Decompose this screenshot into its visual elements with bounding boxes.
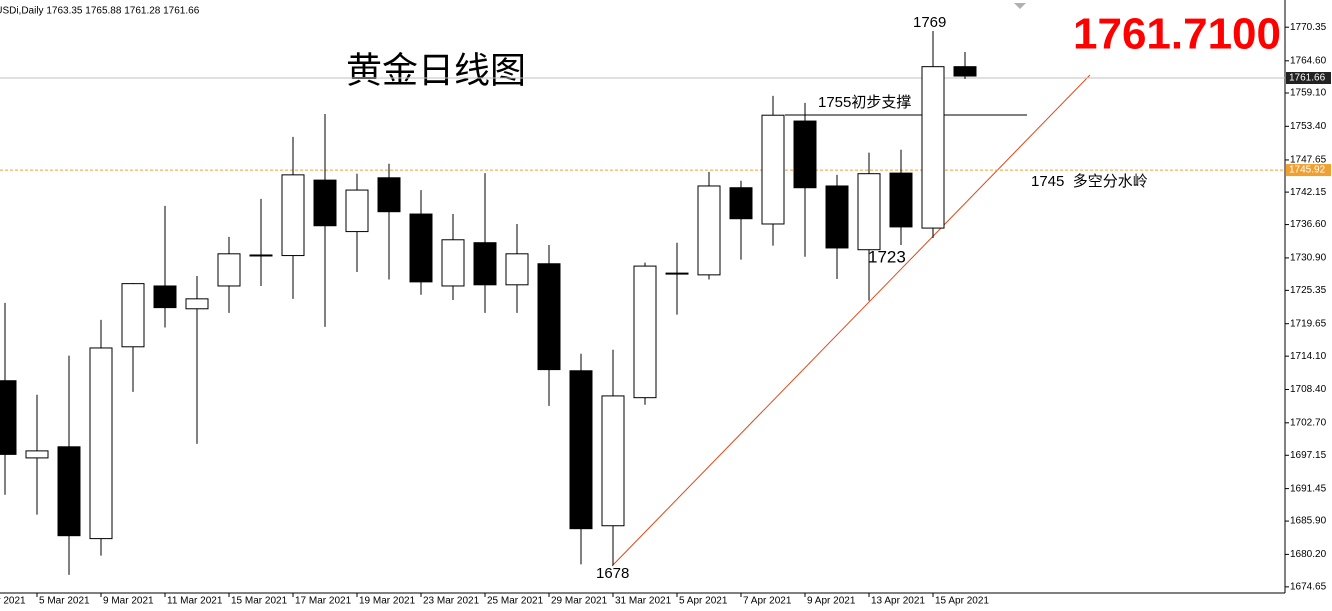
candle-body bbox=[569, 370, 593, 530]
y-tick-label: 1685.90 bbox=[1290, 516, 1327, 527]
x-tick-label: 17 Mar 2021 bbox=[295, 596, 352, 607]
candle-body bbox=[953, 66, 977, 77]
candle-body bbox=[121, 283, 145, 348]
candle-body bbox=[57, 446, 81, 537]
candle-body bbox=[89, 347, 113, 540]
annotation: 1769 bbox=[913, 14, 946, 31]
candle-body bbox=[0, 380, 17, 455]
scroll-marker bbox=[1014, 3, 1026, 9]
y-tick-label: 1764.60 bbox=[1290, 55, 1327, 66]
x-tick-label: 19 Mar 2021 bbox=[359, 596, 416, 607]
x-tick-label: 15 Mar 2021 bbox=[231, 596, 288, 607]
candle-body bbox=[313, 179, 337, 227]
x-tick-label: 25 Mar 2021 bbox=[487, 596, 544, 607]
y-tick-label: 1719.65 bbox=[1290, 318, 1327, 329]
y-tick-label: 1747.65 bbox=[1290, 155, 1327, 166]
y-tick-label: 1674.65 bbox=[1290, 582, 1327, 593]
price-label: 1761.66 bbox=[1289, 73, 1326, 84]
x-tick-label: 11 Mar 2021 bbox=[167, 596, 223, 607]
candle-body bbox=[889, 172, 913, 228]
candle-body bbox=[921, 66, 945, 229]
y-tick-label: 1753.40 bbox=[1290, 121, 1327, 132]
x-tick-label: 7 Apr 2021 bbox=[743, 596, 792, 607]
candle-body bbox=[537, 263, 561, 371]
candle-body bbox=[25, 450, 49, 459]
candle-body bbox=[473, 242, 497, 286]
x-tick-label: 29 Mar 2021 bbox=[551, 596, 608, 607]
trend-line bbox=[611, 74, 1091, 567]
x-tick-label: 31 Mar 2021 bbox=[615, 596, 672, 607]
price-label-box bbox=[1286, 72, 1331, 85]
candle-body bbox=[761, 114, 785, 225]
annotation: 1678 bbox=[596, 565, 629, 582]
y-tick-label: 1697.15 bbox=[1290, 450, 1327, 461]
candle-body bbox=[665, 272, 689, 275]
candle-body bbox=[345, 189, 369, 233]
candle-body bbox=[441, 239, 465, 287]
x-tick-label: 23 Mar 2021 bbox=[423, 596, 480, 607]
y-tick-label: 1759.10 bbox=[1290, 88, 1327, 99]
chart-title: 黄金日线图 bbox=[346, 50, 526, 91]
annotation: 1755初步支撑 bbox=[818, 94, 911, 111]
candle-body bbox=[185, 298, 209, 310]
y-tick-label: 1742.15 bbox=[1290, 187, 1327, 198]
candle-body bbox=[249, 254, 273, 257]
candle-body bbox=[793, 120, 817, 189]
y-tick-label: 1725.35 bbox=[1290, 285, 1327, 296]
y-tick-label: 1770.35 bbox=[1290, 22, 1327, 33]
candle-body bbox=[217, 253, 241, 287]
y-tick-label: 1680.20 bbox=[1290, 549, 1327, 560]
price-label-box bbox=[1286, 164, 1331, 177]
x-tick-label: 9 Apr 2021 bbox=[807, 596, 856, 607]
x-tick-label: 3 Mar 2021 bbox=[0, 596, 26, 607]
x-tick-label: 15 Apr 2021 bbox=[935, 596, 989, 607]
x-tick-label: 13 Apr 2021 bbox=[871, 596, 925, 607]
x-tick-label: 9 Mar 2021 bbox=[103, 596, 154, 607]
candle-body bbox=[409, 213, 433, 283]
candle-body bbox=[633, 265, 657, 399]
headline-price: 1761.7100 bbox=[1073, 10, 1281, 59]
candle-body bbox=[825, 185, 849, 249]
y-tick-label: 1691.45 bbox=[1290, 483, 1327, 494]
candle-body bbox=[697, 185, 721, 276]
candle-body bbox=[729, 187, 753, 220]
y-tick-label: 1708.40 bbox=[1290, 384, 1327, 395]
annotation: 1723 bbox=[868, 247, 906, 266]
candle-body bbox=[377, 177, 401, 213]
x-tick-label: 5 Mar 2021 bbox=[39, 596, 90, 607]
candle-body bbox=[281, 174, 305, 257]
candle-body bbox=[505, 253, 529, 286]
annotation: 1745 多空分水岭 bbox=[1031, 173, 1148, 190]
y-tick-label: 1714.10 bbox=[1290, 351, 1327, 362]
price-label: 1745.92 bbox=[1289, 165, 1326, 176]
x-tick-label: 5 Apr 2021 bbox=[679, 596, 728, 607]
candle-body bbox=[153, 285, 177, 309]
y-tick-label: 1702.70 bbox=[1290, 417, 1327, 428]
candle-body bbox=[601, 395, 625, 527]
y-tick-label: 1730.90 bbox=[1290, 253, 1327, 264]
candle-body bbox=[857, 173, 881, 251]
y-tick-label: 1736.60 bbox=[1290, 219, 1327, 230]
symbol-info: UUSDi,Daily 1763.35 1765.88 1761.28 1761… bbox=[0, 6, 200, 17]
